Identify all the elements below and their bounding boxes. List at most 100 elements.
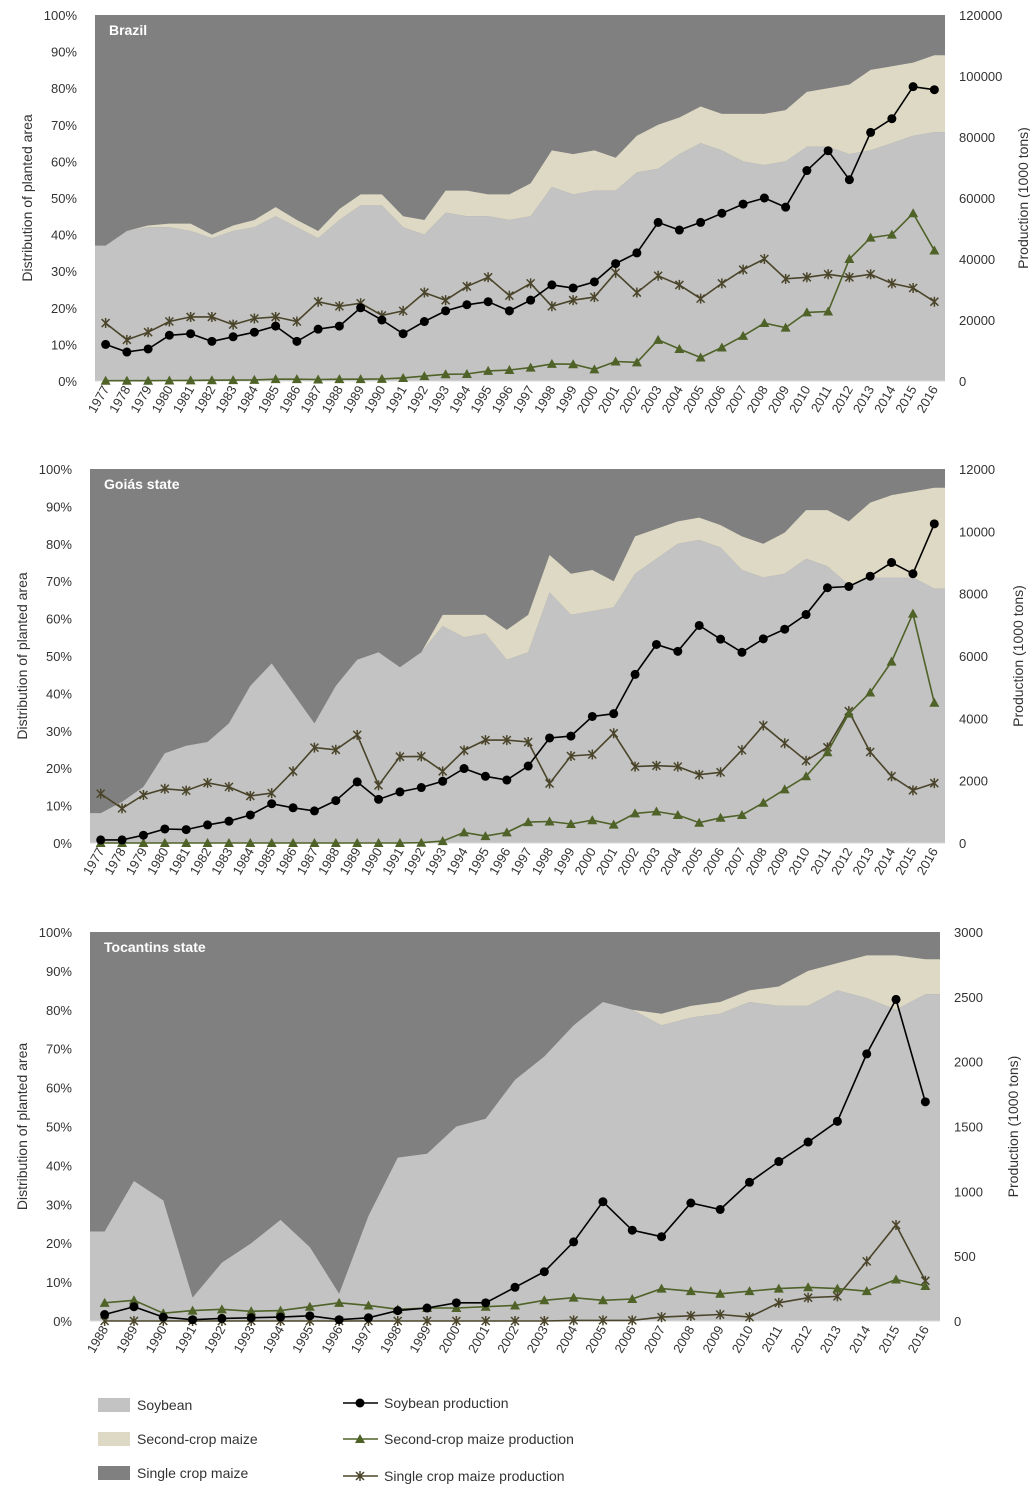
point-single-crop-maize-production (737, 745, 747, 756)
point-second-crop-maize-production (694, 817, 705, 827)
x-tick-label: 2016 (914, 383, 941, 416)
point-single-crop-maize-production (96, 788, 106, 799)
point-single-crop-maize-production (611, 267, 621, 278)
x-tick-label: 1996 (318, 1323, 345, 1356)
point-second-crop-maize-production (920, 1280, 931, 1290)
point-soybean-production (331, 796, 341, 806)
x-tick-label: 2005 (582, 1323, 609, 1356)
point-single-crop-maize-production (395, 751, 405, 762)
point-single-crop-maize-production (186, 311, 196, 322)
point-soybean-production (207, 336, 217, 346)
point-soybean-production (609, 709, 619, 719)
point-single-crop-maize-production (632, 287, 642, 298)
x-tick-label: 2001 (465, 1323, 492, 1356)
y2-tick-label: 0 (959, 374, 966, 389)
point-soybean-production (203, 820, 213, 830)
point-second-crop-maize-production (610, 356, 621, 366)
x-tick-label: 2012 (787, 1323, 814, 1356)
x-tick-label: 1978 (106, 383, 133, 416)
point-single-crop-maize-production (716, 767, 726, 778)
point-soybean-production (929, 85, 939, 95)
y-tick-label: 10% (46, 1275, 72, 1290)
y2-tick-label: 0 (954, 1314, 961, 1329)
point-soybean-production (758, 634, 768, 644)
point-second-crop-maize-production (716, 342, 727, 352)
x-tick-label: 2004 (553, 1323, 580, 1356)
x-tick-label: 2005 (680, 383, 707, 416)
point-second-crop-maize-production (363, 1300, 374, 1310)
point-single-crop-maize-production (759, 254, 769, 264)
y-tick-label: 70% (51, 118, 77, 133)
point-second-crop-maize-production (451, 1303, 462, 1313)
line-soybean-production (100, 523, 936, 841)
point-single-crop-maize-production (228, 319, 238, 330)
point-single-crop-maize-production (313, 296, 323, 307)
point-single-crop-maize-production (801, 755, 811, 766)
point-soybean-production (674, 225, 684, 235)
point-soybean-production (908, 569, 918, 579)
point-soybean-production (101, 339, 111, 349)
y2-axis-label: Production (1000 tons) (1005, 1056, 1021, 1198)
point-soybean-production (181, 825, 191, 835)
x-tick-label: 1987 (297, 383, 324, 416)
y-axis-label: Distribution of planted area (14, 572, 30, 740)
point-soybean-production (504, 306, 514, 316)
point-soybean-production (627, 1225, 637, 1235)
x-tick-label: 1985 (255, 383, 282, 416)
point-second-crop-maize-production (843, 708, 854, 718)
x-tick-label: 1986 (272, 845, 299, 878)
x-tick-label: 2003 (523, 1323, 550, 1356)
point-single-crop-maize-production (674, 279, 684, 290)
x-tick-label: 1980 (144, 845, 171, 878)
y-tick-label: 90% (46, 499, 72, 514)
x-tick-label: 1990 (358, 845, 385, 878)
point-soybean-production (510, 1282, 520, 1292)
x-tick-label: 1993 (230, 1323, 257, 1356)
point-single-crop-maize-production (823, 269, 833, 280)
point-soybean-production (744, 1177, 754, 1187)
legend-label-soybean-production: Soybean production (384, 1395, 509, 1411)
point-second-crop-maize-production (437, 836, 448, 846)
line-single-crop-maize-production (100, 709, 935, 810)
y2-tick-label: 60000 (959, 191, 995, 206)
point-second-crop-maize-production (459, 827, 470, 837)
x-tick-label: 2007 (721, 845, 748, 878)
point-second-crop-maize-production (352, 838, 363, 847)
legend-label-single-crop-production: Single crop maize production (384, 1468, 565, 1484)
x-tick-label: 1988 (319, 383, 346, 416)
point-single-crop-maize-production (802, 272, 812, 283)
point-second-crop-maize-production (480, 831, 491, 841)
y-tick-label: 60% (46, 1081, 72, 1096)
series-single-crop-maize-production (101, 254, 939, 345)
x-tick-label: 1995 (465, 845, 492, 878)
x-tick-label: 2003 (637, 383, 664, 416)
point-second-crop-maize-production (483, 365, 494, 375)
point-second-crop-maize-production (246, 1306, 257, 1316)
legend-label-soybean: Soybean (137, 1397, 192, 1413)
point-single-crop-maize-production (866, 269, 876, 280)
point-soybean-production (363, 1313, 373, 1323)
point-soybean-production (395, 787, 405, 797)
point-soybean-production (117, 835, 127, 845)
point-second-crop-maize-production (653, 334, 664, 344)
y2-tick-label: 2000 (959, 774, 988, 789)
y-tick-label: 70% (46, 1042, 72, 1057)
point-second-crop-maize-production (181, 838, 192, 847)
x-tick-label: 1982 (191, 383, 218, 416)
point-soybean-production (143, 344, 153, 354)
y-tick-label: 50% (46, 1120, 72, 1135)
series-soybean-production (101, 82, 939, 357)
point-single-crop-maize-production (422, 1316, 432, 1326)
point-soybean-production (908, 82, 918, 92)
y-tick-label: 70% (46, 574, 72, 589)
x-tick-label: 2013 (850, 383, 877, 416)
point-soybean-production (483, 297, 493, 307)
point-soybean-production (217, 1313, 227, 1323)
point-soybean-production (438, 776, 448, 786)
point-single-crop-maize-production (207, 311, 217, 322)
x-tick-label: 1999 (552, 383, 579, 416)
point-soybean-production (459, 764, 469, 774)
x-tick-label: 1979 (123, 845, 150, 878)
point-second-crop-maize-production (525, 362, 536, 372)
